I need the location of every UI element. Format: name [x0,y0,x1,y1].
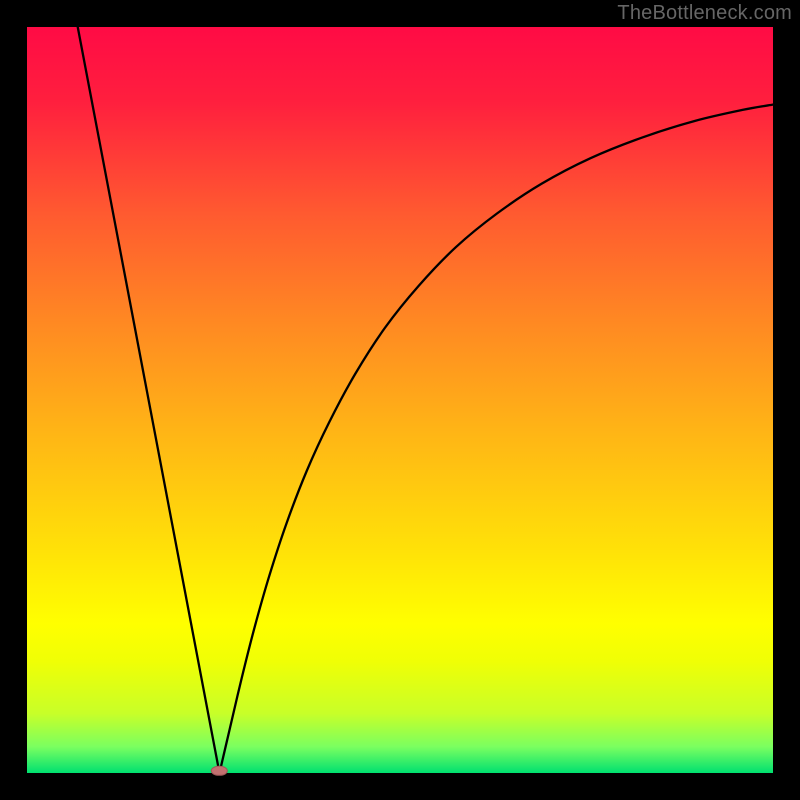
optimum-marker [211,766,227,776]
bottleneck-curve [27,27,773,773]
chart-plot-area [27,27,773,773]
watermark-text: TheBottleneck.com [617,2,792,25]
